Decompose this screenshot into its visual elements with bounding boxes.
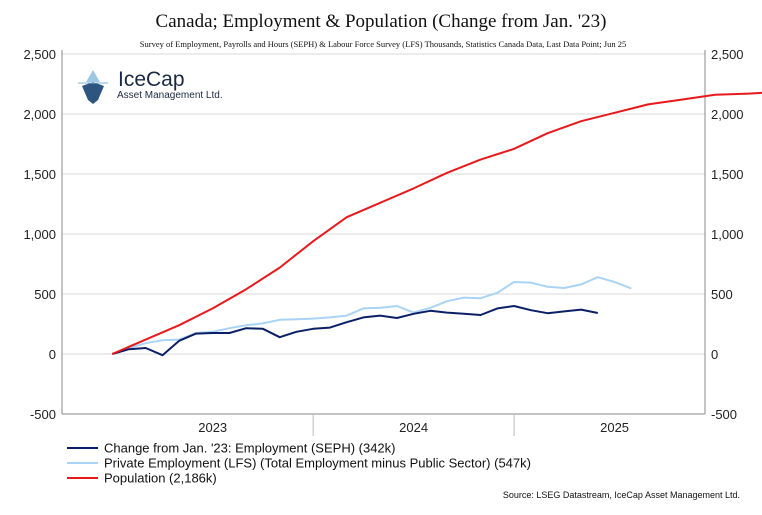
y-axis-left: 2,500 2,000 1,500 1,000 500 0 -500 [23, 47, 56, 422]
x-axis: 2023 2024 2025 [198, 414, 629, 436]
y-tick-label-left: 1,500 [23, 167, 56, 182]
chart-title: Canada; Employment & Population (Change … [156, 11, 607, 32]
legend-label: Change from Jan. '23: Employment (SEPH) … [104, 441, 396, 456]
x-tick-label: 2025 [600, 420, 629, 435]
chart-subtitle: Survey of Employment, Payrolls and Hours… [140, 39, 626, 49]
y-axis-right: 2,500 2,000 1,500 1,000 500 0 -500 [711, 47, 744, 422]
y-tick-label-right: 1,500 [711, 167, 744, 182]
y-tick-label-left: 1,000 [23, 227, 56, 242]
y-tick-label-right: 0 [711, 347, 718, 362]
iceberg-icon [78, 70, 108, 104]
y-tick-label-right: 2,500 [711, 47, 744, 62]
y-tick-label-right: 500 [711, 287, 733, 302]
y-tick-label-right: -500 [711, 407, 737, 422]
x-tick-label: 2024 [399, 420, 428, 435]
logo-name: IceCap [118, 68, 185, 91]
series-line-2 [111, 91, 762, 355]
logo-tagline: Asset Management Ltd. [117, 90, 223, 101]
y-tick-label-right: 2,000 [711, 107, 744, 122]
source-note: Source: LSEG Datastream, IceCap Asset Ma… [503, 490, 740, 500]
icecap-logo: IceCap Asset Management Ltd. [78, 68, 223, 104]
series-lines [111, 91, 762, 357]
y-tick-label-right: 1,000 [711, 227, 744, 242]
y-tick-label-left: 2,000 [23, 107, 56, 122]
series-line-0 [111, 305, 598, 357]
y-tick-label-left: 500 [34, 287, 56, 302]
y-tick-label-left: 2,500 [23, 47, 56, 62]
x-tick-label: 2023 [198, 420, 227, 435]
gridlines [61, 50, 706, 415]
legend-label: Private Employment (LFS) (Total Employme… [104, 456, 531, 471]
legend: Change from Jan. '23: Employment (SEPH) … [67, 441, 531, 486]
y-tick-label-left: 0 [49, 347, 56, 362]
legend-label: Population (2,186k) [104, 471, 217, 486]
y-tick-label-left: -500 [30, 407, 56, 422]
